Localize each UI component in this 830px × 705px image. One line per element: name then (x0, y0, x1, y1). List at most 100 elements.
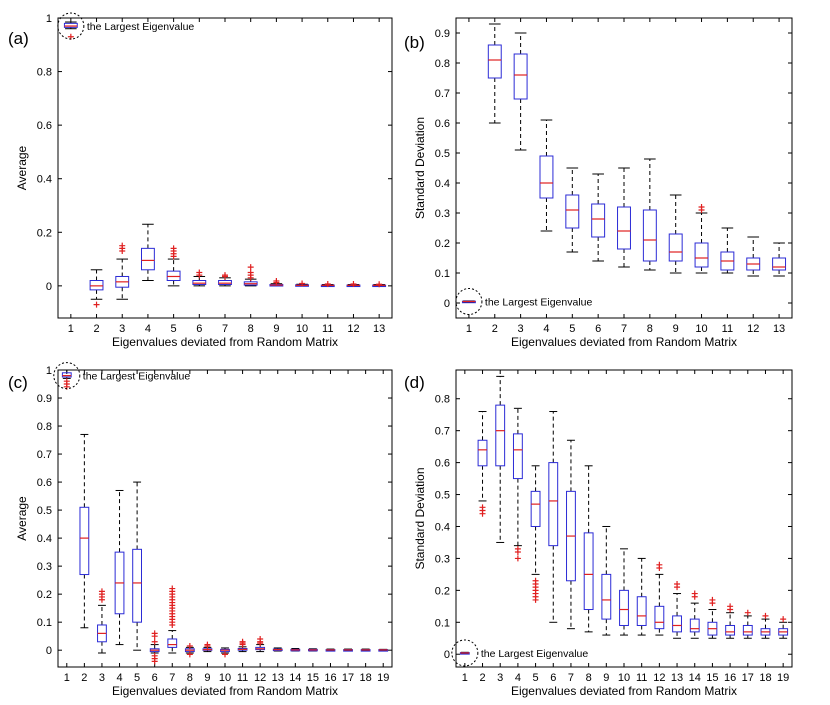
outlier-marker (247, 269, 254, 276)
x-tick-label: 12 (747, 323, 759, 335)
box-5 (132, 481, 142, 651)
y-tick-label: 0.4 (37, 174, 52, 186)
y-tick-label: 1 (46, 13, 52, 25)
box-iqr (63, 22, 78, 28)
box-7 (617, 167, 631, 268)
box-9 (269, 278, 284, 287)
y-tick-label: 0.3 (435, 553, 450, 565)
box-7 (566, 439, 576, 630)
x-tick-label: 2 (492, 323, 498, 335)
box-6 (548, 411, 559, 623)
y-tick-label: 0.4 (37, 533, 52, 545)
box-17 (343, 648, 353, 652)
box-iqr (617, 206, 631, 250)
x-tick-label: 3 (119, 323, 125, 335)
box-19 (778, 616, 789, 639)
box-7 (218, 272, 232, 287)
x-tick-label: 12 (254, 672, 266, 684)
y-tick-label: 0.6 (435, 118, 450, 130)
annotation-circle (57, 12, 85, 40)
y-tick-label: 0.3 (435, 208, 450, 220)
box-13 (772, 242, 787, 277)
outlier-marker (674, 580, 681, 587)
y-tick-label: 0.4 (435, 521, 450, 533)
y-tick-label: 0.4 (435, 178, 450, 190)
box-iqr (512, 433, 523, 480)
outlier-marker (247, 264, 254, 271)
box-iqr (725, 624, 736, 636)
outlier-marker (239, 638, 246, 645)
annotation-label: the Largest Eigenvalue (83, 371, 191, 383)
annotation-circle (455, 288, 483, 315)
outlier-marker (532, 577, 539, 584)
box-15 (707, 596, 718, 639)
box-iqr (672, 615, 682, 633)
x-tick-label: 5 (134, 672, 140, 684)
annotation-circle (53, 362, 81, 390)
plot-frame (57, 369, 393, 668)
outlier-marker (376, 281, 383, 288)
outlier-marker (350, 280, 357, 287)
outlier-marker (514, 545, 521, 552)
box-12 (746, 236, 761, 277)
x-tick-label: 10 (695, 323, 707, 335)
x-tick-label: 5 (569, 323, 575, 335)
y-tick-label: 0.1 (435, 617, 450, 629)
outlier-marker (780, 616, 787, 623)
outlier-marker (169, 585, 176, 592)
panel-c: 00.10.20.30.40.50.60.70.80.911 2 3 4 5 6 7 8 9 10… (8, 362, 393, 698)
box-iqr (167, 638, 178, 648)
box-3 (97, 588, 107, 654)
y-tick-label: 0.7 (435, 426, 450, 438)
box-iqr (636, 596, 647, 626)
y-tick-label: 0.5 (37, 505, 52, 517)
x-tick-label: 6 (595, 323, 601, 335)
box-2 (79, 433, 90, 629)
box-9 (202, 641, 213, 653)
plot-frame (455, 369, 793, 668)
y-tick-label: 0.5 (435, 148, 450, 160)
annotation-label: the Largest Eigenvalue (481, 648, 589, 660)
x-tick-label: 12 (653, 672, 665, 684)
box-12 (654, 561, 665, 636)
outlier-marker (170, 245, 177, 252)
x-tick-label: 5 (533, 672, 539, 684)
box-8 (184, 642, 195, 658)
x-tick-label: 10 (296, 323, 308, 335)
x-tick-label: 18 (360, 672, 372, 684)
box-4 (114, 489, 125, 646)
x-tick-label: 3 (99, 672, 105, 684)
box-11 (237, 638, 248, 653)
x-tick-label: 8 (586, 672, 592, 684)
x-tick-label: 2 (479, 672, 485, 684)
box-iqr (565, 194, 580, 229)
box-17 (742, 609, 753, 639)
x-tick-label: 8 (187, 672, 193, 684)
outlier-marker (151, 630, 158, 637)
outlier-marker (514, 555, 521, 562)
x-tick-label: 4 (145, 323, 151, 335)
box-iqr (619, 589, 629, 626)
y-tick-label: 0.8 (37, 67, 52, 79)
x-tick-label: 18 (759, 672, 771, 684)
x-tick-label: 4 (116, 672, 122, 684)
x-tick-label: 13 (272, 672, 284, 684)
x-tick-label: 17 (742, 672, 754, 684)
box-7 (167, 585, 178, 654)
box-1 (459, 651, 470, 655)
y-tick-label: 0 (46, 281, 52, 293)
y-axis-label: Standard Deviation (413, 117, 427, 219)
x-tick-label: 19 (777, 672, 789, 684)
box-iqr (539, 155, 554, 199)
box-10 (295, 280, 309, 287)
box-iqr (530, 490, 541, 527)
outlier-marker (196, 269, 203, 276)
x-axis-label: Eigenvalues deviated from Random Matrix (112, 335, 338, 349)
box-iqr (495, 404, 506, 467)
box-iqr (642, 209, 657, 262)
outlier-marker (727, 603, 734, 610)
y-axis-label: Average (15, 145, 29, 190)
x-tick-label: 5 (171, 323, 177, 335)
y-tick-label: 0.8 (37, 421, 52, 433)
